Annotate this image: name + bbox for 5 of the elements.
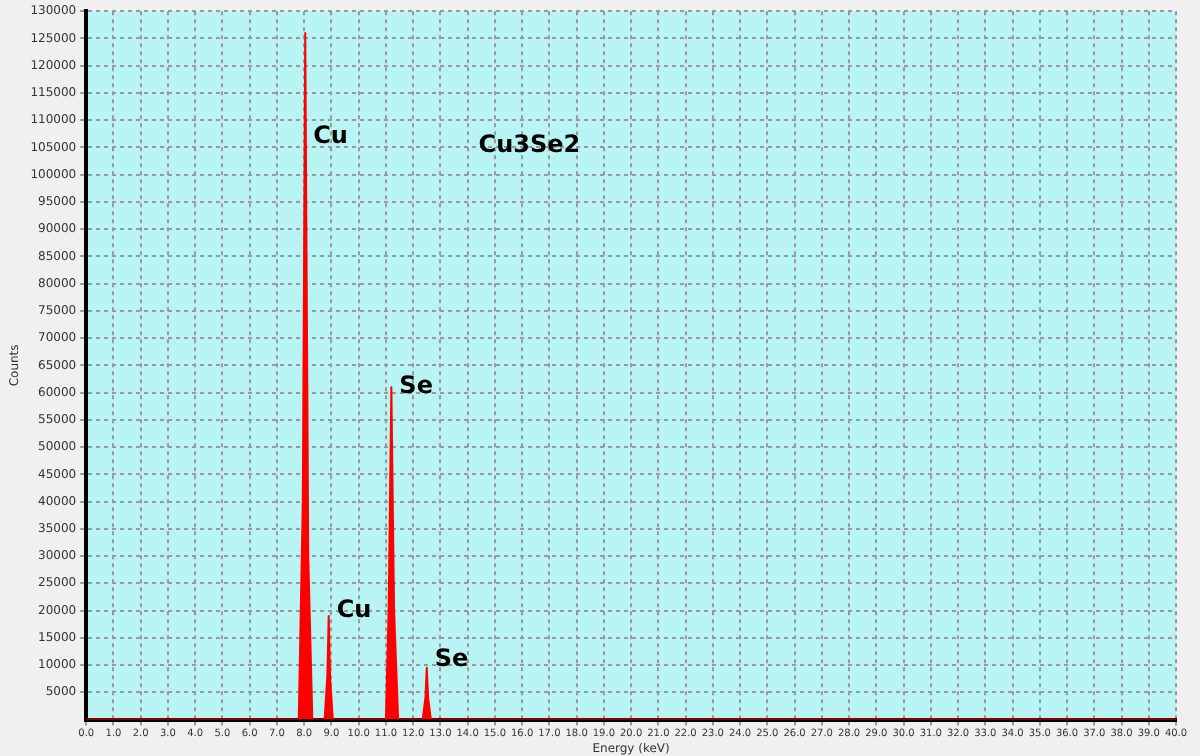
annotation: Cu [313, 120, 348, 149]
annotation: Se [434, 643, 469, 672]
annotation: Cu3Se2 [478, 130, 581, 159]
annotation: Cu [336, 594, 372, 623]
annotation: Se [399, 371, 433, 400]
